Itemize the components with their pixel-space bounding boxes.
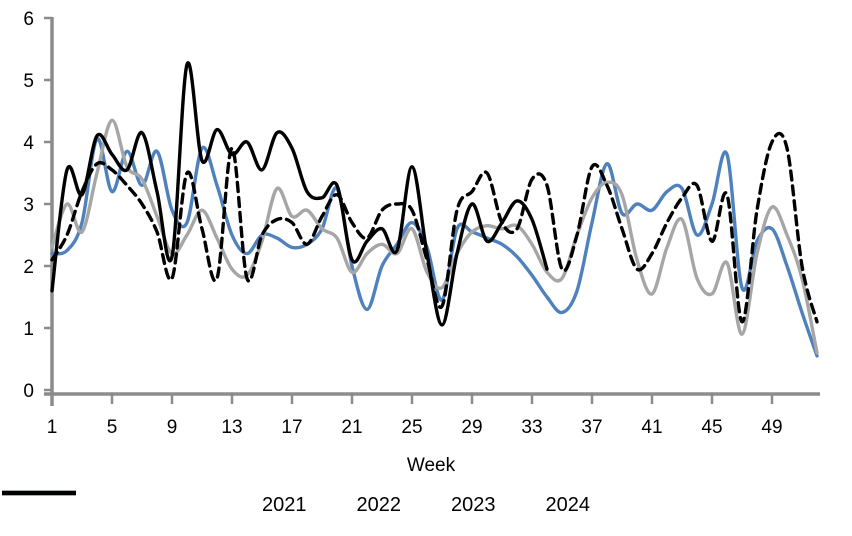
x-tick-label: 9 [167, 417, 178, 438]
legend-label-2024: 2024 [545, 494, 591, 516]
series-line-2023 [50, 131, 819, 324]
x-tick-label: 29 [461, 417, 482, 438]
legend-item-2021: 2021 [2, 490, 307, 516]
y-tick-label: 3 [23, 195, 34, 216]
legend-line-2024 [2, 490, 76, 496]
x-tick-label: 25 [401, 417, 422, 438]
y-tick-label: 2 [23, 257, 34, 278]
legend-label-2022: 2022 [356, 494, 402, 516]
y-tick-label: 6 [23, 9, 34, 30]
x-tick-label: 37 [581, 417, 602, 438]
legend-item-2024: 2024 [2, 490, 591, 516]
x-axis-title: Week [407, 455, 456, 476]
axes [44, 16, 820, 406]
y-tick-label: 4 [23, 133, 34, 154]
x-tick-label: 49 [761, 417, 782, 438]
x-tick-label: 33 [521, 417, 542, 438]
x-tick-label: 5 [107, 417, 118, 438]
legend-item-2022: 2022 [2, 490, 402, 516]
legend-label-2023: 2023 [451, 494, 496, 516]
y-tick-label: 0 [23, 381, 34, 402]
x-tick-label: 1 [47, 417, 58, 438]
legend-label-2021: 2021 [262, 494, 307, 516]
series-line-2022 [50, 118, 819, 355]
x-tick-label: 41 [641, 417, 662, 438]
chart-legend: 2021 2022 2023 2024 [0, 489, 852, 521]
y-tick-label: 5 [23, 71, 34, 92]
x-tick-label: 45 [701, 417, 722, 438]
legend-item-2023: 2023 [2, 491, 496, 516]
x-tick-label: 17 [281, 417, 302, 438]
series-line-2024 [50, 61, 549, 327]
x-tick-label: 13 [221, 417, 242, 438]
series-lines [50, 61, 819, 358]
x-tick-label: 21 [341, 417, 362, 438]
series-line-2021 [50, 137, 819, 358]
y-tick-label: 1 [23, 319, 34, 340]
